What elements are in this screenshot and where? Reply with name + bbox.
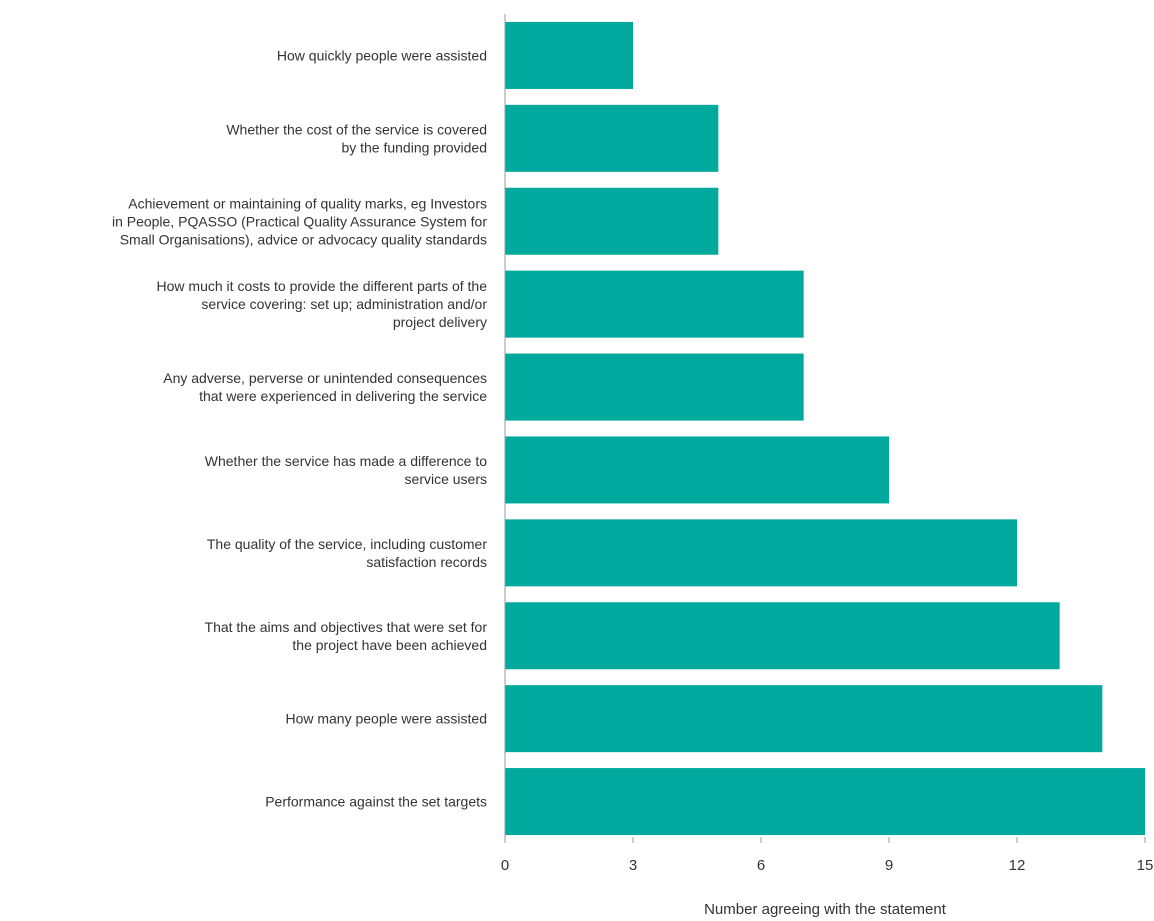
x-tick-label: 9 — [885, 857, 893, 874]
x-tick-label: 15 — [1137, 857, 1154, 874]
x-ticks-group: 0 3 6 9 12 15 — [501, 837, 1154, 874]
category-label-line: project delivery — [393, 314, 487, 330]
bars-group — [505, 21, 1145, 836]
bar — [505, 685, 1103, 753]
bar — [505, 104, 719, 172]
category-label: That the aims and objectives that were s… — [205, 619, 488, 653]
bar — [505, 768, 1145, 836]
x-tick-label: 6 — [757, 857, 765, 874]
category-label-line: How quickly people were assisted — [277, 47, 487, 63]
category-label-line: The quality of the service, including cu… — [207, 536, 487, 552]
category-label-line: service users — [405, 471, 487, 487]
category-label: Performance against the set targets — [265, 794, 487, 810]
category-label: How much it costs to provide the differe… — [157, 278, 488, 330]
category-label-line: that were experienced in delivering the … — [199, 388, 487, 404]
category-label-line: Small Organisations), advice or advocacy… — [120, 231, 487, 247]
x-tick-label: 3 — [629, 857, 637, 874]
x-axis-title: Number agreeing with the statement — [704, 901, 947, 918]
category-label: Whether the cost of the service is cover… — [226, 121, 487, 155]
category-label-line: in People, PQASSO (Practical Quality Ass… — [112, 213, 487, 229]
category-label-line: How many people were assisted — [285, 711, 487, 727]
category-label-line: Any adverse, perverse or unintended cons… — [163, 370, 487, 386]
category-label-line: satisfaction records — [366, 554, 487, 570]
category-label-line: by the funding provided — [341, 139, 487, 155]
category-label: The quality of the service, including cu… — [207, 536, 487, 570]
bar — [505, 270, 804, 338]
bar — [505, 519, 1017, 587]
category-label-line: Whether the service has made a differenc… — [205, 453, 487, 469]
category-label-line: That the aims and objectives that were s… — [205, 619, 488, 635]
category-label-line: Achievement or maintaining of quality ma… — [128, 195, 487, 211]
category-label: How quickly people were assisted — [277, 47, 487, 63]
category-label-line: How much it costs to provide the differe… — [157, 278, 488, 294]
bar — [505, 353, 804, 421]
category-label-line: service covering: set up; administration… — [201, 296, 487, 312]
x-tick-label: 0 — [501, 857, 509, 874]
category-label: Any adverse, perverse or unintended cons… — [163, 370, 487, 404]
category-label-line: Whether the cost of the service is cover… — [226, 121, 487, 137]
bar — [505, 21, 633, 89]
category-label-line: Performance against the set targets — [265, 794, 487, 810]
category-label: Achievement or maintaining of quality ma… — [112, 195, 487, 247]
bar — [505, 436, 889, 504]
category-labels-group: How quickly people were assisted Whether … — [112, 47, 487, 809]
category-label: Whether the service has made a differenc… — [205, 453, 487, 487]
category-label-line: the project have been achieved — [292, 637, 487, 653]
bar — [505, 187, 719, 255]
category-label: How many people were assisted — [285, 711, 487, 727]
x-tick-label: 12 — [1009, 857, 1026, 874]
bar — [505, 602, 1060, 670]
